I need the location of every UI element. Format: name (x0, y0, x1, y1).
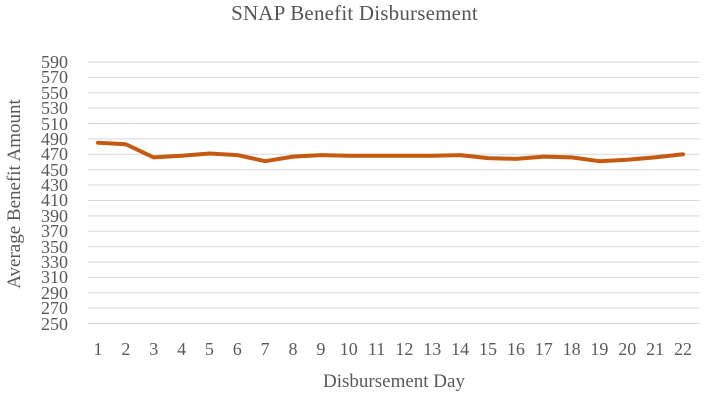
x-tick-label: 22 (674, 339, 692, 359)
benefit-line-series (96, 140, 685, 164)
x-tick-label: 20 (618, 339, 637, 359)
x-tick-label: 17 (534, 339, 553, 359)
x-tick-label: 6 (232, 339, 242, 359)
gridlines (88, 61, 700, 324)
x-tick-label: 1 (93, 339, 103, 359)
y-tick-label: 490 (41, 128, 68, 149)
y-tick-label: 250 (41, 313, 68, 334)
y-tick-label: 370 (41, 221, 68, 242)
plot-area (88, 61, 700, 324)
y-tick-label: 430 (41, 175, 68, 196)
y-tick-label: 310 (41, 267, 68, 288)
y-tick-label: 350 (41, 236, 68, 257)
x-tick-label: 14 (451, 339, 470, 359)
y-tick-label: 590 (41, 52, 68, 72)
x-tick-label: 11 (367, 339, 386, 359)
x-tick-label: 3 (149, 339, 159, 359)
y-tick-label: 550 (41, 82, 68, 103)
y-tick-label: 530 (41, 98, 68, 119)
y-tick-label: 270 (41, 298, 68, 319)
x-tick-label: 18 (562, 339, 581, 359)
x-tick-label: 7 (260, 339, 270, 359)
y-tick-label: 410 (41, 190, 68, 211)
y-tick-label: 450 (41, 159, 68, 180)
x-tick-label: 9 (316, 339, 326, 359)
x-tick-label: 12 (395, 339, 414, 359)
x-tick-label: 21 (646, 339, 665, 359)
x-axis-title: Disbursement Day (323, 371, 465, 392)
y-tick-label: 290 (41, 282, 68, 303)
x-tick-label: 13 (423, 339, 442, 359)
x-tick-label: 2 (121, 339, 131, 359)
x-tick-label: 8 (288, 339, 298, 359)
x-tick-label: 10 (339, 339, 358, 359)
y-tick-label: 330 (41, 251, 68, 272)
chart-title: SNAP Benefit Disbursement (231, 1, 478, 25)
y-tick-label: 390 (41, 205, 68, 226)
y-tick-label: 470 (41, 144, 68, 165)
x-tick-label: 19 (590, 339, 609, 359)
x-tick-label: 16 (506, 339, 525, 359)
y-tick-label: 570 (41, 67, 68, 88)
y-tick-label: 510 (41, 113, 68, 134)
x-tick-label: 4 (177, 339, 187, 359)
x-tick-label: 5 (204, 339, 214, 359)
x-tick-label: 15 (479, 339, 497, 359)
